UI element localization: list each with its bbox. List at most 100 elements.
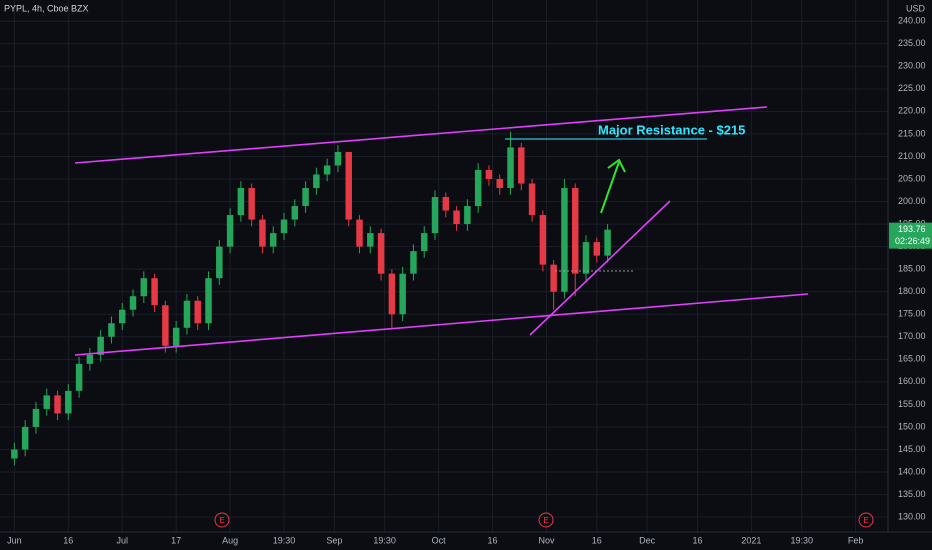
y-tick-label: 185.00 — [898, 264, 926, 274]
candle-body — [377, 233, 385, 274]
earnings-marker: E — [214, 512, 230, 528]
earnings-marker: E — [538, 512, 554, 528]
y-tick-label: 145.00 — [898, 444, 926, 454]
candle-body — [216, 246, 223, 279]
candle-body — [313, 174, 320, 189]
candle-body — [388, 273, 396, 315]
x-tick-label: 16 — [592, 535, 602, 545]
candle-body — [528, 183, 536, 216]
annotation: Major Resistance - $215 — [598, 122, 745, 137]
y-tick-label: 130.00 — [898, 511, 926, 521]
y-tick-label: 140.00 — [898, 466, 926, 476]
x-tick-label: 17 — [171, 535, 181, 545]
currency: USD — [906, 3, 926, 13]
candle-body — [518, 147, 525, 184]
candle-body — [420, 233, 428, 252]
channel-bottom — [74, 293, 809, 356]
trend-line — [529, 200, 671, 336]
candle-body — [571, 188, 579, 274]
y-tick-label: 175.00 — [898, 309, 926, 319]
candle-body — [43, 395, 50, 409]
x-tick-label: Oct — [432, 535, 447, 545]
candle-body — [269, 233, 277, 247]
candle-body — [431, 197, 439, 234]
y-tick-label: 155.00 — [898, 399, 926, 409]
x-tick-label: Sep — [326, 535, 342, 545]
x-tick-label: 19:30 — [273, 535, 296, 545]
y-tick-label: 170.00 — [898, 331, 926, 341]
candle-body — [11, 449, 18, 459]
candle-body — [474, 169, 482, 207]
candles — [11, 131, 611, 466]
candle-body — [86, 354, 94, 364]
x-tick-label: 19:30 — [373, 535, 396, 545]
candle-body — [442, 197, 450, 211]
y-tick-label: 165.00 — [898, 354, 926, 364]
candle-body — [151, 278, 158, 306]
countdown: 02:26:49 — [895, 236, 930, 246]
y-tick-label: 200.00 — [898, 196, 926, 206]
candle-body — [550, 264, 557, 292]
candle-body — [172, 327, 180, 346]
price-tag-label: 193.76 — [898, 224, 926, 234]
x-tick-label: 16 — [692, 535, 702, 545]
candle-body — [345, 151, 352, 220]
candle-body — [129, 296, 137, 310]
candle-body — [334, 151, 342, 166]
earnings-label: E — [543, 516, 548, 525]
candle-body — [259, 219, 266, 247]
x-tick-label: Aug — [222, 535, 238, 545]
candle-body — [507, 147, 514, 189]
x-tick-label: 2021 — [741, 535, 761, 545]
x-tick-label: Feb — [848, 535, 864, 545]
candle-body — [496, 178, 503, 189]
chart-title: PYPL, 4h, Cboe BZX — [4, 3, 89, 13]
earnings-label: E — [863, 516, 868, 525]
candle-body — [108, 323, 115, 337]
y-tick-label: 230.00 — [898, 61, 926, 71]
candle-body — [280, 219, 288, 234]
candle-body — [367, 233, 374, 247]
candle-body — [140, 278, 148, 297]
candle-body — [453, 210, 460, 225]
y-tick-label: 225.00 — [898, 83, 926, 93]
candle-body — [485, 169, 493, 179]
candle-body — [248, 188, 255, 220]
candle-body — [291, 206, 299, 220]
candle-body — [561, 188, 568, 292]
y-tick-label: 220.00 — [898, 106, 926, 116]
y-tick-label: 240.00 — [898, 16, 926, 26]
candle-body — [356, 219, 363, 247]
candle-body — [323, 165, 331, 175]
grid — [0, 0, 888, 532]
y-tick-label: 160.00 — [898, 376, 926, 386]
y-tick-label: 180.00 — [898, 286, 926, 296]
candle-body — [118, 309, 126, 324]
x-tick-label: Dec — [639, 535, 656, 545]
candle-body — [97, 336, 104, 355]
candle-body — [582, 242, 590, 274]
candle-body — [593, 242, 601, 256]
candle-body — [410, 251, 417, 274]
channel-top — [74, 106, 768, 164]
y-tick-label: 215.00 — [898, 128, 926, 138]
candle-body — [65, 390, 72, 414]
x-tick-label: Nov — [538, 535, 555, 545]
y-tick-label: 235.00 — [898, 38, 926, 48]
candle-body — [226, 215, 234, 247]
candle-body — [162, 305, 169, 346]
candle-body — [32, 408, 40, 427]
candle-body — [183, 300, 191, 328]
candle-body — [205, 278, 212, 324]
candle-body — [464, 206, 471, 225]
candle-body — [54, 395, 61, 414]
x-tick-label: 16 — [63, 535, 73, 545]
x-tick-label: Jun — [7, 535, 22, 545]
earnings-label: E — [219, 516, 224, 525]
arrow — [600, 158, 626, 214]
y-tick-label: 135.00 — [898, 489, 926, 499]
x-tick-label: Jul — [116, 535, 128, 545]
y-tick-label: 150.00 — [898, 421, 926, 431]
candle-body — [21, 426, 29, 450]
